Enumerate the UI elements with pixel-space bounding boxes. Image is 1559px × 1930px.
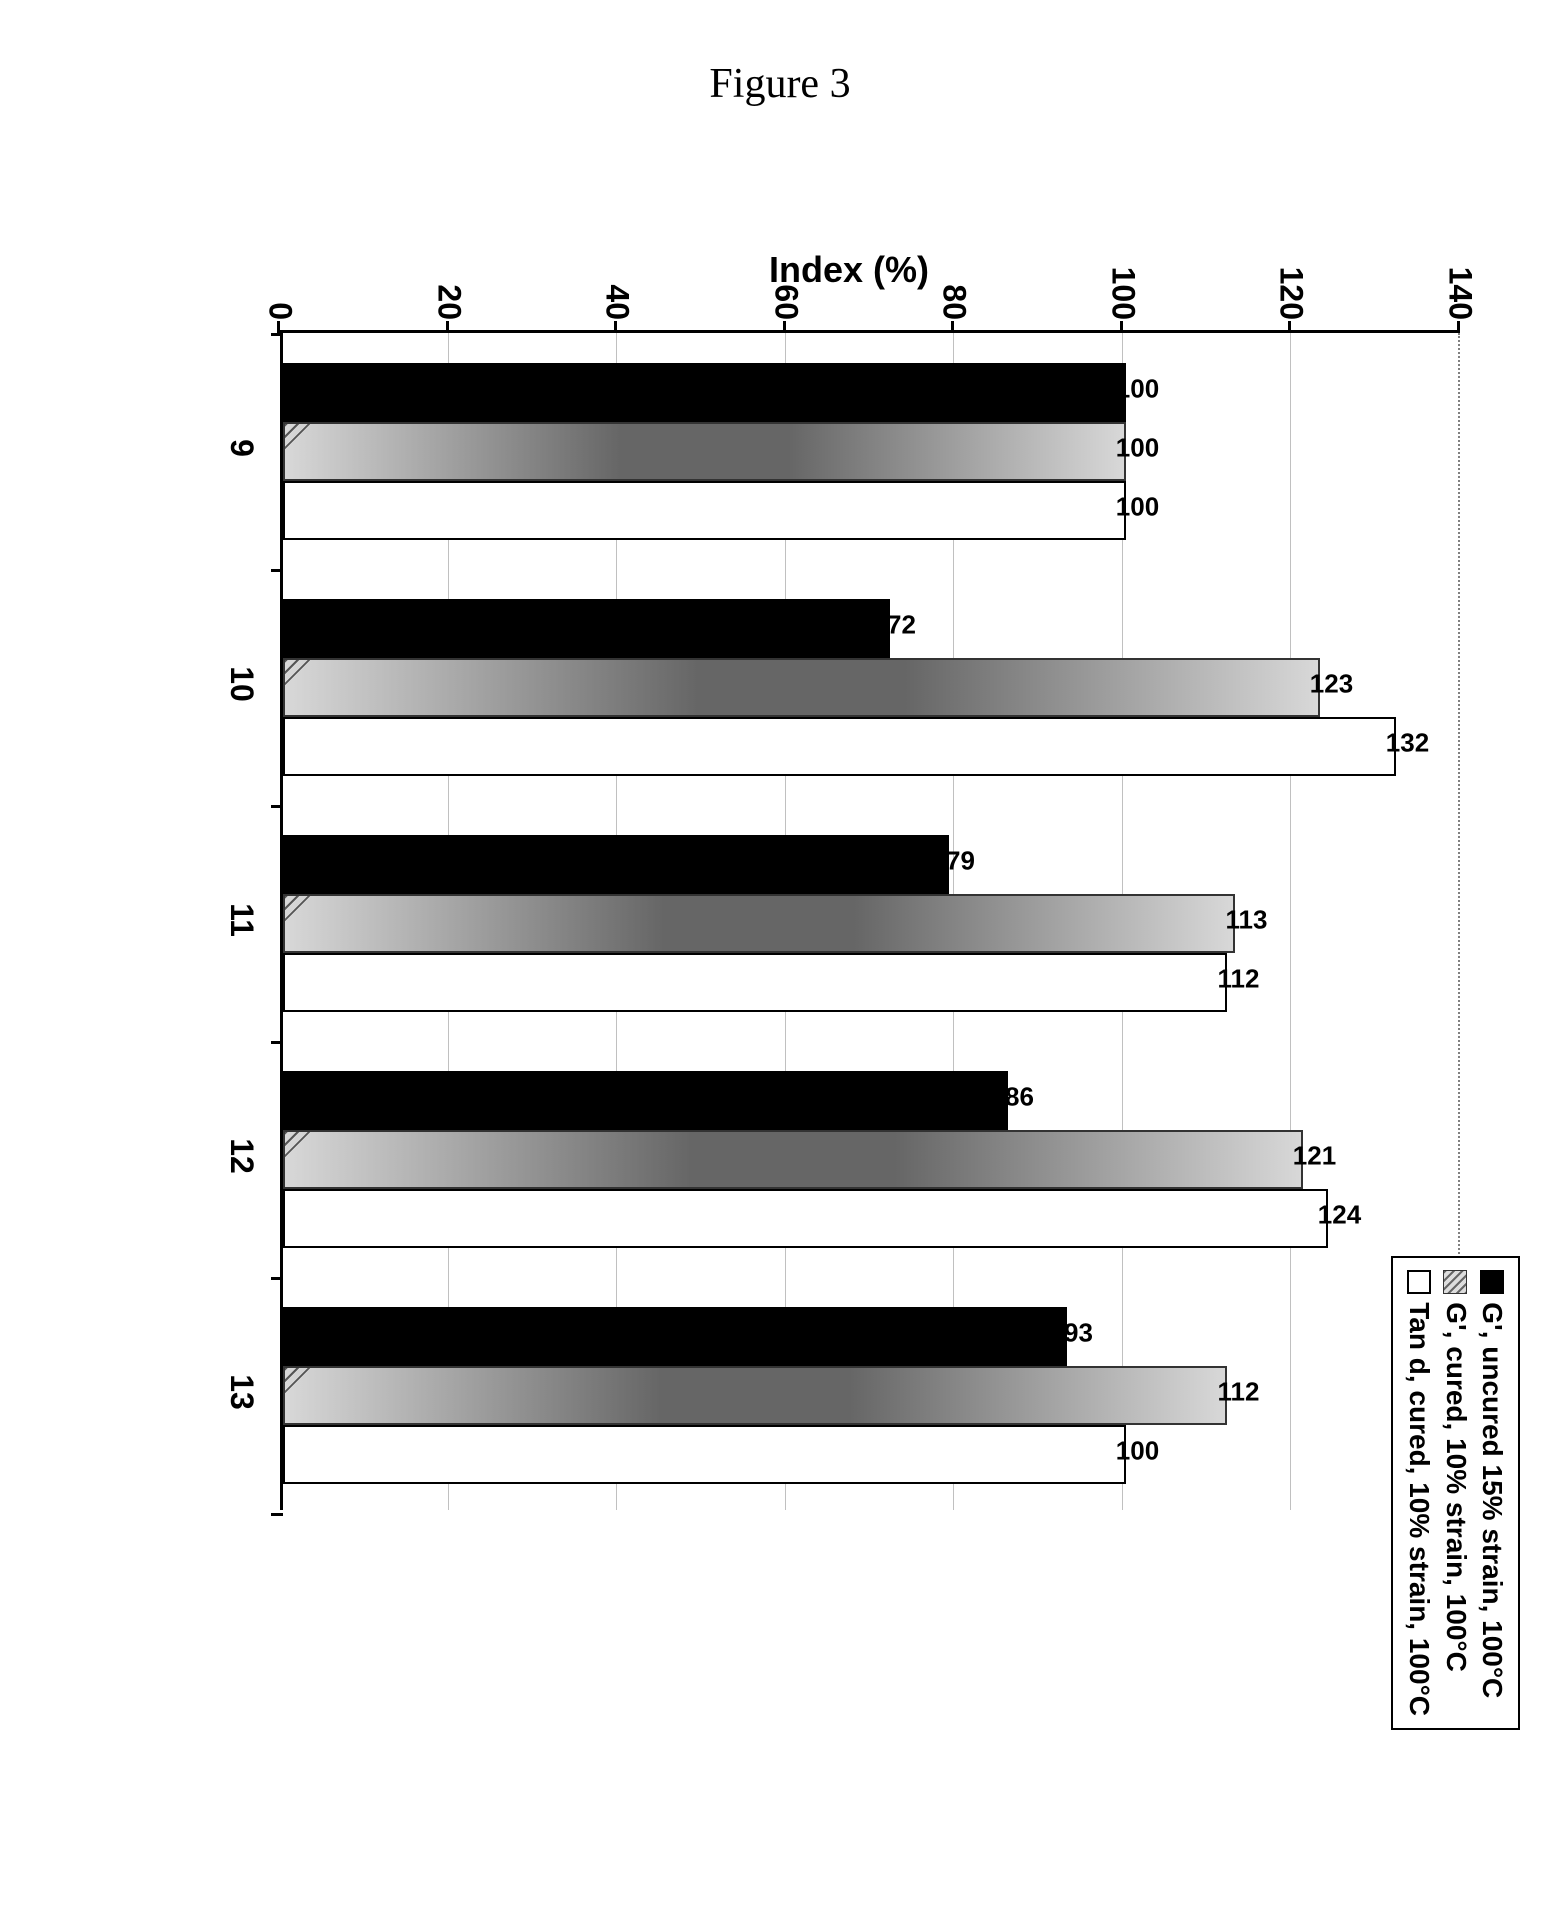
bar-value-label: 100	[1116, 492, 1159, 523]
bar-value-label: 123	[1310, 669, 1353, 700]
x-tick	[271, 1277, 283, 1280]
legend-row: G', cured, 10% strain, 100°C	[1437, 1270, 1473, 1716]
y-tick-label: 120	[1273, 240, 1310, 320]
legend-swatch	[1480, 1270, 1504, 1294]
y-tick	[1120, 321, 1123, 333]
bar-value-label: 72	[887, 610, 916, 641]
legend-label: G', uncured 15% strain, 100°C	[1474, 1302, 1510, 1698]
y-tick-label: 100	[1104, 240, 1141, 320]
x-tick	[271, 333, 283, 336]
gridline	[1290, 333, 1291, 1510]
bar	[283, 1189, 1328, 1248]
bar	[283, 717, 1396, 776]
bar	[283, 599, 890, 658]
y-tick-label: 0	[262, 240, 299, 320]
bar-value-label: 132	[1385, 728, 1428, 759]
bar-value-label: 100	[1116, 1436, 1159, 1467]
x-tick	[271, 805, 283, 808]
legend: G', uncured 15% strain, 100°CG', cured, …	[1391, 1256, 1520, 1730]
y-tick-label: 80	[936, 240, 973, 320]
bar	[283, 363, 1126, 422]
bar-value-label: 100	[1116, 433, 1159, 464]
y-tick	[277, 321, 280, 333]
bar	[283, 1425, 1126, 1484]
legend-label: G', cured, 10% strain, 100°C	[1437, 1302, 1473, 1672]
x-tick-label: 12	[223, 1138, 260, 1174]
bar	[283, 1366, 1227, 1425]
x-tick-label: 11	[223, 903, 260, 937]
chart-rotated-wrap: Index (%) G', uncured 15% strain, 100°CG…	[0, 240, 1559, 1720]
y-tick	[1457, 321, 1460, 333]
bar	[283, 481, 1126, 540]
bar	[283, 1307, 1067, 1366]
bar	[283, 953, 1227, 1012]
figure-title: Figure 3	[709, 60, 850, 108]
bar	[283, 1071, 1008, 1130]
bar	[283, 835, 949, 894]
bar-value-label: 100	[1116, 374, 1159, 405]
legend-swatch	[1443, 1270, 1467, 1294]
x-tick-label: 10	[223, 666, 260, 702]
legend-row: Tan d, cured, 10% strain, 100°C	[1401, 1270, 1437, 1716]
x-tick-label: 13	[223, 1374, 260, 1410]
y-tick	[614, 321, 617, 333]
x-tick	[271, 1513, 283, 1516]
bar	[283, 658, 1320, 717]
figure-container: Figure 3 Index (%) G', uncured 15% strai…	[40, 40, 1520, 1890]
x-tick-label: 9	[223, 439, 260, 457]
bar	[283, 422, 1126, 481]
legend-swatch	[1407, 1270, 1431, 1294]
y-tick	[446, 321, 449, 333]
y-tick-label: 40	[599, 240, 636, 320]
bar-value-label: 79	[946, 846, 975, 877]
bar-value-label: 121	[1293, 1141, 1336, 1172]
bar	[283, 894, 1235, 953]
bar-value-label: 86	[1005, 1082, 1034, 1113]
x-tick	[271, 1041, 283, 1044]
x-tick	[271, 569, 283, 572]
bar-value-label: 124	[1318, 1200, 1361, 1231]
bar-value-label: 112	[1218, 964, 1260, 995]
y-tick	[783, 321, 786, 333]
legend-row: G', uncured 15% strain, 100°C	[1474, 1270, 1510, 1716]
legend-label: Tan d, cured, 10% strain, 100°C	[1401, 1302, 1437, 1716]
bar-value-label: 113	[1226, 905, 1268, 936]
chart-inner: Index (%) G', uncured 15% strain, 100°CG…	[40, 180, 1520, 1780]
y-tick	[1288, 321, 1291, 333]
bar-value-label: 93	[1064, 1318, 1093, 1349]
y-tick-label: 60	[767, 240, 804, 320]
bar	[283, 1130, 1303, 1189]
y-tick	[951, 321, 954, 333]
y-tick-label: 140	[1442, 240, 1479, 320]
plot-area	[280, 330, 1460, 1510]
bar-value-label: 112	[1218, 1377, 1260, 1408]
y-tick-label: 20	[430, 240, 467, 320]
